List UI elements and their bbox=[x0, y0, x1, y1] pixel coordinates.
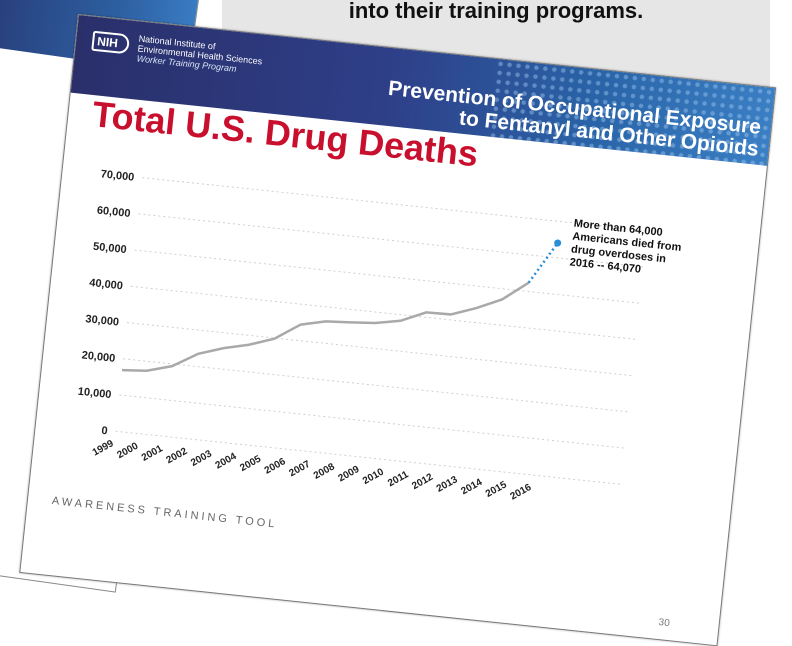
series-line bbox=[121, 281, 530, 372]
gridline bbox=[130, 285, 639, 341]
x-tick-label: 2004 bbox=[214, 451, 239, 472]
gridline bbox=[134, 249, 642, 304]
presentation-slide: NIH National Institute of Environmental … bbox=[19, 14, 777, 646]
x-tick-label: 2015 bbox=[484, 479, 509, 500]
y-tick-label: 20,000 bbox=[81, 349, 116, 364]
x-tick-label: 2007 bbox=[287, 459, 312, 480]
x-tick-label: 2013 bbox=[435, 474, 460, 495]
y-tick-label: 60,000 bbox=[96, 205, 131, 220]
x-tick-label: 2005 bbox=[238, 453, 263, 474]
gridline bbox=[123, 358, 631, 413]
gridline bbox=[142, 177, 650, 232]
background-slide-text: into their training programs. bbox=[348, 0, 644, 23]
x-tick-label: 2009 bbox=[336, 464, 361, 485]
data-point-2016 bbox=[554, 239, 562, 247]
series-projection-line bbox=[527, 242, 559, 284]
x-tick-label: 2016 bbox=[508, 482, 533, 503]
gridline bbox=[115, 430, 623, 486]
x-tick-label: 2001 bbox=[140, 443, 165, 464]
x-tick-label: 2014 bbox=[459, 477, 484, 498]
y-tick-label: 0 bbox=[101, 425, 108, 438]
x-tick-label: 2002 bbox=[165, 446, 190, 467]
x-tick-label: 2011 bbox=[386, 469, 411, 489]
y-tick-label: 40,000 bbox=[89, 277, 124, 292]
x-tick-label: 2008 bbox=[312, 461, 337, 482]
x-tick-label: 2010 bbox=[361, 466, 386, 487]
x-tick-label: 2006 bbox=[263, 456, 288, 477]
y-tick-label: 30,000 bbox=[85, 313, 120, 328]
x-tick-label: 2000 bbox=[115, 441, 140, 462]
y-tick-label: 10,000 bbox=[77, 386, 112, 401]
gridline bbox=[126, 322, 635, 377]
page-number: 30 bbox=[657, 617, 671, 630]
y-tick-label: 50,000 bbox=[92, 241, 127, 256]
x-tick-label: 2012 bbox=[410, 472, 435, 493]
y-tick-label: 70,000 bbox=[100, 168, 135, 183]
drug-deaths-line-chart: 0 10,000 20,000 30,000 40,000 50,000 60,000 70,… bbox=[77, 168, 682, 503]
x-tick-label: 1999 bbox=[91, 438, 116, 459]
x-tick-label: 2003 bbox=[189, 448, 214, 469]
gridline bbox=[119, 394, 627, 449]
